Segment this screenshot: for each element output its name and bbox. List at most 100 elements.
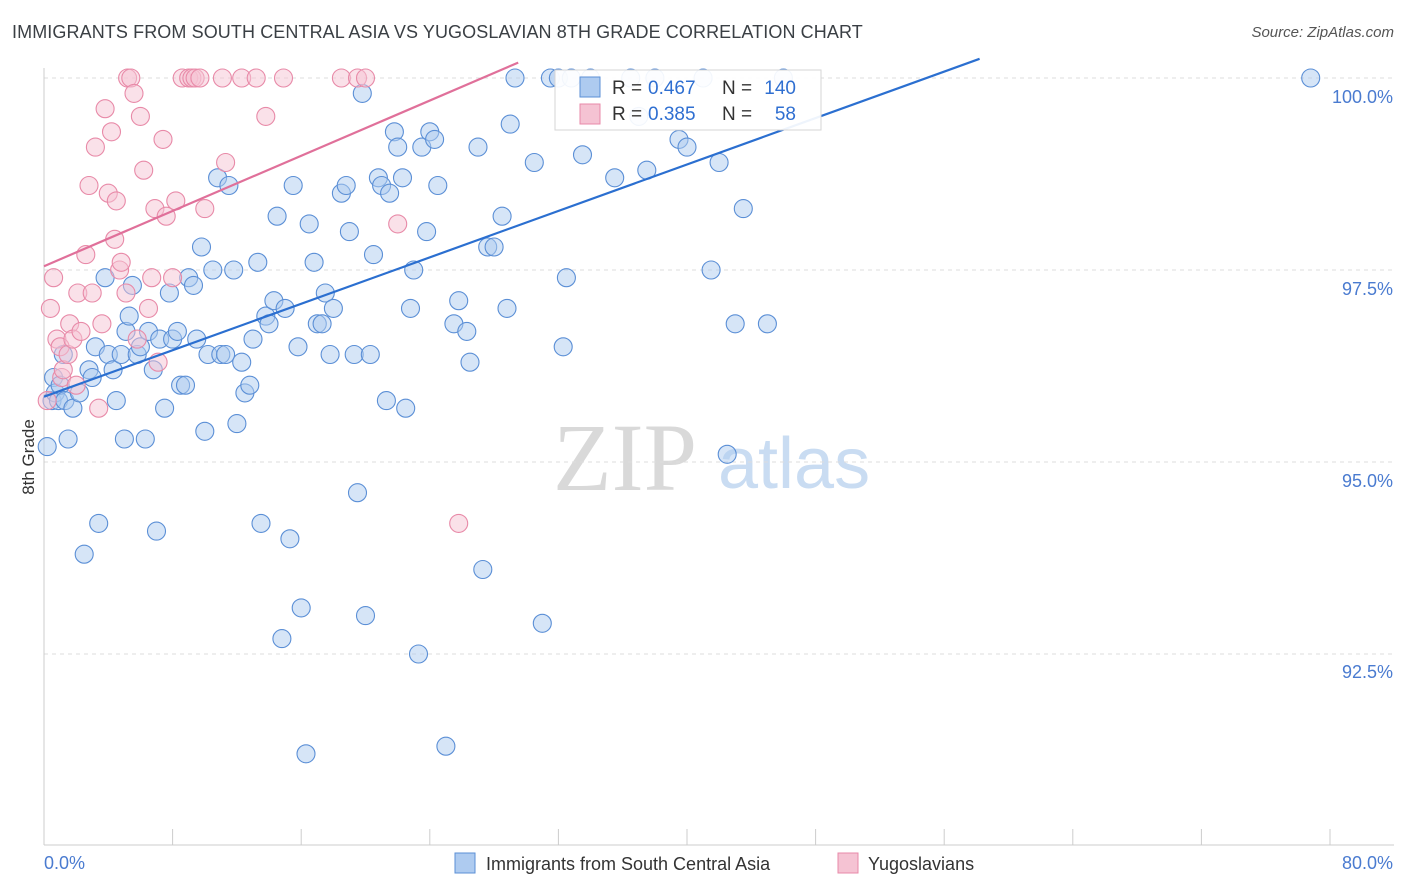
point-yugoslavian [92,314,112,334]
point-south-central-asia [320,344,340,365]
trendline-yugoslavians [43,61,519,268]
point-south-central-asia [524,152,544,173]
point-south-central-asia [436,736,456,756]
point-south-central-asia [392,168,413,188]
stats-legend: R = 0.467 N = 140 R = 0.385 N = 58 [554,69,822,131]
point-south-central-asia [363,245,384,265]
point-south-central-asia [167,321,187,341]
point-south-central-asia [248,252,268,272]
point-south-central-asia [106,391,126,411]
point-yugoslavian [82,283,102,303]
point-south-central-asia [323,298,343,318]
point-south-central-asia [497,298,517,318]
point-south-central-asia [677,137,697,157]
series-south-central-asia [37,68,1321,764]
point-south-central-asia [146,521,167,541]
point-yugoslavian [121,68,141,88]
bottom-legend: Immigrants from South Central Asia Yugos… [454,852,974,874]
point-south-central-asia [296,744,316,764]
point-south-central-asia [203,260,223,280]
point-yugoslavian [388,214,408,234]
y-tick-label-92-5: 92.5% [1342,662,1393,682]
y-axis-title: 8th Grade [19,419,38,495]
x-tick-label-0: 0.0% [44,853,85,873]
point-south-central-asia [37,437,57,457]
point-south-central-asia [605,168,625,188]
point-south-central-asia [484,237,504,257]
point-south-central-asia [355,606,376,626]
point-yugoslavian [89,398,109,418]
stats-n-label-blue: N = [722,78,752,99]
point-yugoslavian [355,68,376,88]
point-south-central-asia [111,344,131,365]
point-yugoslavian [127,329,147,349]
point-south-central-asia [460,352,480,372]
point-south-central-asia [119,306,139,326]
point-south-central-asia [175,375,196,395]
point-yugoslavian [142,268,162,288]
chart-title: IMMIGRANTS FROM SOUTH CENTRAL ASIA VS YU… [12,22,863,42]
x-axis-ticks [172,829,1331,845]
point-south-central-asia [428,175,448,196]
stats-r-value-blue: 0.467 [648,78,696,99]
point-yugoslavian [331,68,351,88]
x-tick-label-80: 80.0% [1342,853,1393,873]
point-south-central-asia [183,275,204,295]
point-south-central-asia [216,344,236,365]
point-south-central-asia [505,68,525,88]
point-south-central-asia [280,529,300,549]
trendline-south-central-asia [43,57,980,398]
point-yugoslavian [138,298,159,318]
point-yugoslavian [273,68,294,88]
stats-n-label-pink: N = [722,104,752,125]
point-south-central-asia [417,222,437,242]
point-south-central-asia [344,344,364,365]
series-yugoslavians [37,68,469,533]
point-south-central-asia [272,629,292,649]
point-south-central-asia [468,137,488,157]
point-south-central-asia [232,352,252,372]
point-south-central-asia [89,513,109,533]
point-south-central-asia [449,291,469,311]
point-south-central-asia [725,314,745,334]
legend-label-yugoslavians: Yugoslavians [868,854,974,874]
point-yugoslavian [195,199,215,219]
point-south-central-asia [339,222,359,242]
point-south-central-asia [473,559,493,580]
point-yugoslavian [163,268,183,288]
point-yugoslavian [95,99,115,119]
point-south-central-asia [347,483,368,503]
point-south-central-asia [251,513,271,533]
watermark-zip: ZIP [553,404,697,511]
point-yugoslavian [44,268,64,288]
point-south-central-asia [532,613,552,633]
point-south-central-asia [312,314,332,334]
point-south-central-asia [291,598,311,618]
point-yugoslavian [111,252,131,272]
point-yugoslavian [130,106,150,126]
stats-legend-swatch-pink [579,103,601,125]
point-south-central-asia [224,260,244,280]
point-south-central-asia [492,206,512,226]
point-south-central-asia [1301,68,1321,88]
trendlines [43,57,980,398]
point-yugoslavian [212,68,232,88]
point-south-central-asia [304,252,324,272]
point-south-central-asia [58,429,78,449]
point-south-central-asia [457,321,477,341]
point-south-central-asia [191,237,212,257]
point-yugoslavian [449,513,469,533]
point-south-central-asia [74,544,94,564]
point-yugoslavian [79,175,99,196]
point-south-central-asia [135,429,155,449]
point-south-central-asia [425,129,445,149]
point-south-central-asia [572,145,593,165]
point-south-central-asia [299,214,319,234]
point-yugoslavian [124,83,144,103]
point-south-central-asia [701,260,721,280]
point-yugoslavian [256,106,276,126]
point-south-central-asia [114,429,134,449]
point-yugoslavian [153,129,173,149]
point-yugoslavian [246,68,266,88]
